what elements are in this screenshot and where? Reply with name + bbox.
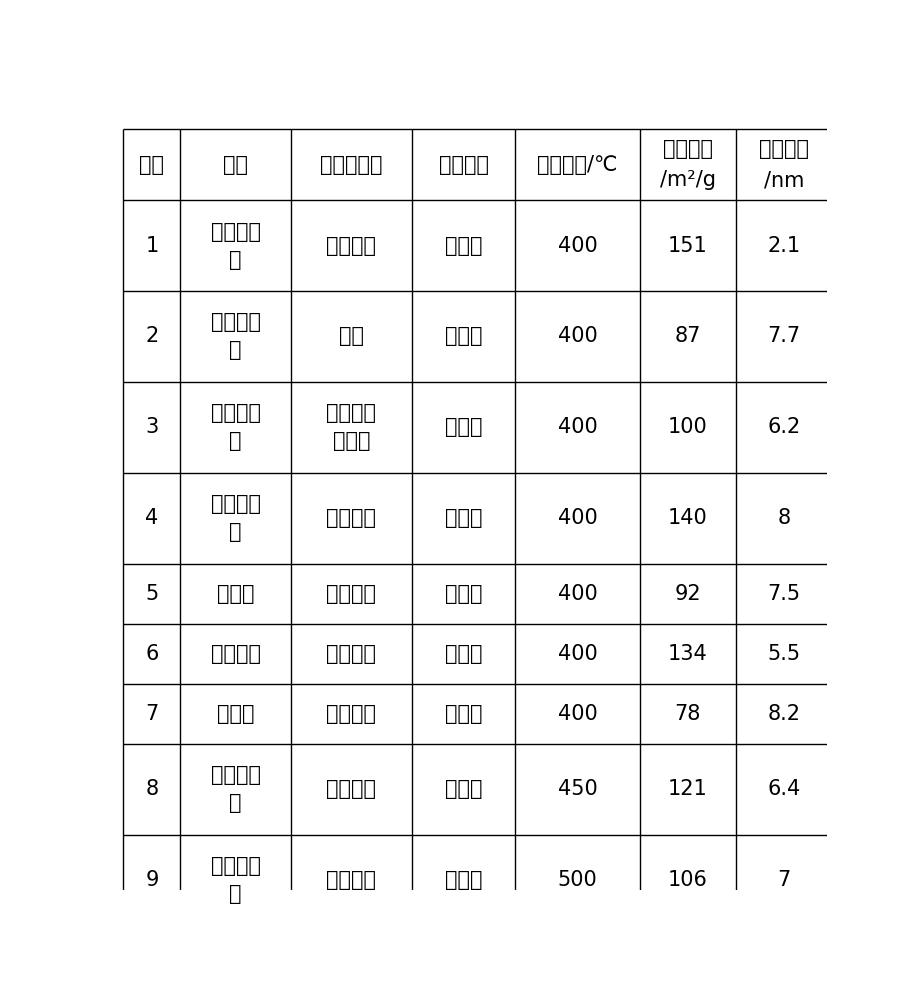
Text: 8: 8: [145, 779, 158, 799]
Text: 碱式碳酸
镁: 碱式碳酸 镁: [210, 494, 261, 542]
Text: 1: 1: [145, 236, 159, 256]
Text: 聚乙二醇: 聚乙二醇: [326, 584, 377, 604]
Text: 7: 7: [777, 870, 790, 890]
Text: 121: 121: [668, 779, 708, 799]
Text: 106: 106: [668, 870, 708, 890]
Text: 9: 9: [145, 870, 159, 890]
Text: 7: 7: [145, 704, 159, 724]
Text: 400: 400: [558, 417, 597, 437]
Text: 镁盐: 镁盐: [223, 155, 248, 175]
Text: 6.2: 6.2: [767, 417, 800, 437]
Text: 氢氧化镁: 氢氧化镁: [210, 644, 261, 664]
Text: 氢氟酸: 氢氟酸: [445, 326, 482, 346]
Text: 7.7: 7.7: [767, 326, 800, 346]
Text: 140: 140: [668, 508, 708, 528]
Text: 400: 400: [558, 236, 597, 256]
Text: 碱式碳酸
镁: 碱式碳酸 镁: [210, 765, 261, 813]
Text: 87: 87: [675, 326, 701, 346]
Text: 聚乙二醇: 聚乙二醇: [326, 644, 377, 664]
Text: 400: 400: [558, 644, 597, 664]
Text: 孔径分布: 孔径分布: [759, 139, 809, 159]
Text: 比表面积: 比表面积: [663, 139, 713, 159]
Text: 表面活性剂: 表面活性剂: [320, 155, 382, 175]
Text: 134: 134: [668, 644, 708, 664]
Text: 92: 92: [675, 584, 701, 604]
Text: 氢氟酸: 氢氟酸: [445, 704, 482, 724]
Text: 聚乙二醇: 聚乙二醇: [326, 704, 377, 724]
Text: /m²/g: /m²/g: [660, 170, 716, 190]
Text: 500: 500: [558, 870, 597, 890]
Text: 氢氟酸: 氢氟酸: [445, 236, 482, 256]
Text: 400: 400: [558, 584, 597, 604]
Text: 聚乙二醇: 聚乙二醇: [326, 870, 377, 890]
Text: 5.5: 5.5: [767, 644, 800, 664]
Text: 450: 450: [558, 779, 597, 799]
Text: 碱式碳酸
镁: 碱式碳酸 镁: [210, 403, 261, 451]
Text: 5: 5: [145, 584, 159, 604]
Text: 氟化铵: 氟化铵: [445, 584, 482, 604]
Text: 3: 3: [145, 417, 159, 437]
Text: 151: 151: [668, 236, 708, 256]
Text: 碱式碳酸
镁: 碱式碳酸 镁: [210, 856, 261, 904]
Text: 8: 8: [777, 508, 790, 528]
Text: 6.4: 6.4: [767, 779, 800, 799]
Text: 氢氟酸: 氢氟酸: [445, 779, 482, 799]
Text: 2.1: 2.1: [767, 236, 800, 256]
Text: 氢氟酸: 氢氟酸: [445, 870, 482, 890]
Text: 氟化铵: 氟化铵: [445, 644, 482, 664]
Text: 氟化试剂: 氟化试剂: [438, 155, 489, 175]
Text: 编号: 编号: [140, 155, 165, 175]
Text: 碱式碳酸
镁: 碱式碳酸 镁: [210, 312, 261, 360]
Text: 2: 2: [145, 326, 159, 346]
Text: 聚乙二醇: 聚乙二醇: [326, 508, 377, 528]
Text: 碱式碳酸
镁: 碱式碳酸 镁: [210, 222, 261, 270]
Text: 7.5: 7.5: [767, 584, 800, 604]
Text: 氟化铵: 氟化铵: [445, 508, 482, 528]
Text: 400: 400: [558, 704, 597, 724]
Text: 400: 400: [558, 326, 597, 346]
Text: 焙烧温度/℃: 焙烧温度/℃: [538, 155, 618, 175]
Text: 冠醚: 冠醚: [339, 326, 364, 346]
Text: 6: 6: [145, 644, 159, 664]
Text: 400: 400: [558, 508, 597, 528]
Text: 78: 78: [675, 704, 701, 724]
Text: 聚乙二醇: 聚乙二醇: [326, 779, 377, 799]
Text: /nm: /nm: [764, 170, 804, 190]
Text: 聚乙二醇: 聚乙二醇: [326, 236, 377, 256]
Text: 氢氟酸: 氢氟酸: [445, 417, 482, 437]
Text: 十二烷基
磺酸钠: 十二烷基 磺酸钠: [326, 403, 377, 451]
Text: 8.2: 8.2: [767, 704, 800, 724]
Text: 100: 100: [668, 417, 708, 437]
Text: 4: 4: [145, 508, 159, 528]
Text: 草酸镁: 草酸镁: [217, 704, 255, 724]
Text: 碳酸镁: 碳酸镁: [217, 584, 255, 604]
